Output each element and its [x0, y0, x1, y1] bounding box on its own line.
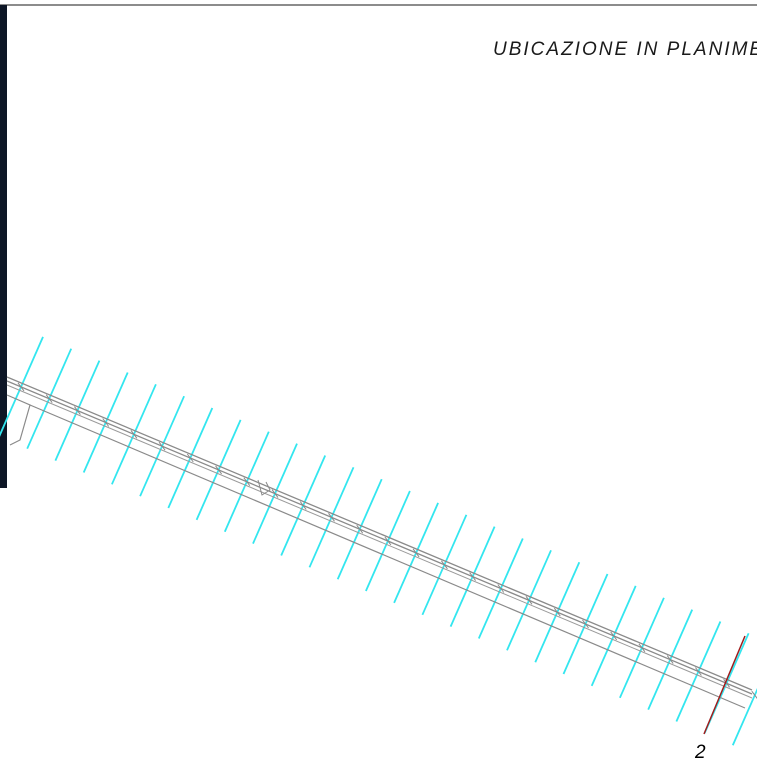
- station-tick: [356, 524, 364, 534]
- road-edge-inner-top: [6, 380, 753, 695]
- station-tick: [412, 548, 420, 558]
- station-tick: [497, 584, 505, 593]
- road-alignment: [6, 376, 753, 709]
- road-joint-detail: [257, 479, 271, 496]
- drawing-title: UBICAZIONE IN PLANIMETR: [493, 39, 757, 60]
- station-tick: [553, 607, 561, 617]
- station-tick: [638, 643, 646, 653]
- road-edge-bottom: [29, 404, 746, 709]
- left-panel-strip: [0, 5, 7, 488]
- road-edge-top: [6, 376, 753, 691]
- section-line[interactable]: [703, 635, 746, 735]
- station-tick: [74, 406, 81, 415]
- station-tick: [695, 667, 702, 676]
- station-tick: [384, 536, 392, 546]
- station-ticks: [17, 382, 757, 699]
- station-tick: [582, 619, 589, 629]
- station-tick: [723, 678, 730, 688]
- station-tick: [271, 489, 279, 498]
- station-tick: [525, 595, 533, 605]
- station-tick: [186, 453, 194, 463]
- station-tick: [469, 572, 477, 581]
- station-tick: [666, 655, 674, 664]
- station-tick: [610, 631, 618, 641]
- station-tick: [130, 429, 138, 439]
- station-tick: [243, 477, 251, 487]
- station-tick: [328, 512, 335, 522]
- road-start-detail: [6, 394, 31, 446]
- station-tick: [215, 465, 223, 475]
- station-tick: [17, 382, 25, 392]
- road-edge-inner-bottom: [6, 384, 753, 699]
- section-label: 2: [694, 742, 706, 763]
- station-tick: [440, 560, 448, 570]
- station-tick: [299, 501, 307, 510]
- station-tick: [45, 394, 53, 404]
- station-tick: [102, 418, 110, 427]
- station-tick: [158, 441, 166, 451]
